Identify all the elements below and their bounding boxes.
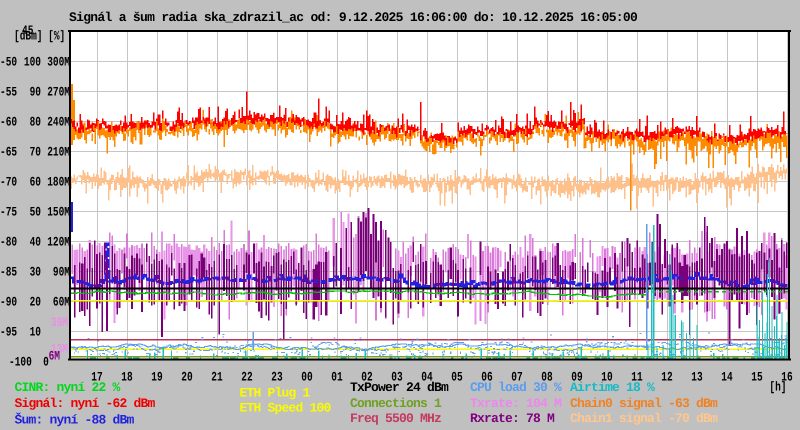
svg-text:[h]: [h]: [769, 380, 786, 395]
svg-text:23: 23: [271, 370, 283, 385]
svg-text:-80: -80: [0, 235, 17, 250]
svg-text:Chain1 signal -70 dBm: Chain1 signal -70 dBm: [570, 411, 718, 426]
svg-text:90: 90: [30, 85, 42, 100]
svg-text:08: 08: [541, 370, 553, 385]
svg-text:CINR: nyní 22 %: CINR: nyní 22 %: [15, 380, 121, 395]
svg-text:21: 21: [211, 370, 223, 385]
svg-text:Freq 5500 MHz: Freq 5500 MHz: [350, 411, 441, 426]
svg-text:30: 30: [30, 265, 42, 280]
svg-text:-50: -50: [0, 55, 17, 70]
svg-text:80: 80: [30, 115, 42, 130]
svg-text:12: 12: [661, 370, 673, 385]
svg-text:TxPower 24 dBm: TxPower 24 dBm: [350, 380, 449, 395]
svg-text:07: 07: [511, 370, 522, 385]
svg-text:Chain0 signal -63 dBm: Chain0 signal -63 dBm: [570, 396, 718, 411]
svg-text:Connections 1: Connections 1: [350, 396, 442, 411]
svg-text:Signál a šum radia ska_zdrazil: Signál a šum radia ska_zdrazil_ac od: 9.…: [69, 10, 638, 25]
svg-text:-100 0: -100 0: [9, 355, 49, 370]
svg-text:100: 100: [24, 55, 41, 70]
svg-text:03: 03: [391, 370, 403, 385]
svg-text:Rxrate: 78 M: Rxrate: 78 M: [470, 411, 555, 426]
svg-text:210M: 210M: [47, 145, 70, 160]
svg-text:240M: 240M: [47, 115, 70, 130]
svg-text:17: 17: [91, 370, 102, 385]
svg-text:20: 20: [30, 295, 42, 310]
svg-text:02: 02: [361, 370, 373, 385]
svg-text:150M: 150M: [47, 205, 70, 220]
svg-text:22: 22: [241, 370, 253, 385]
svg-text:Airtime 18 %: Airtime 18 %: [570, 380, 655, 395]
svg-text:19: 19: [151, 370, 163, 385]
svg-text:10: 10: [30, 325, 42, 340]
svg-text:-75: -75: [0, 205, 17, 220]
svg-text:50: 50: [30, 205, 42, 220]
svg-text:-65: -65: [0, 145, 17, 160]
svg-text:39M: 39M: [51, 315, 68, 330]
svg-text:270M: 270M: [47, 85, 70, 100]
svg-text:15: 15: [751, 370, 763, 385]
svg-text:ETH Speed 100: ETH Speed 100: [240, 401, 332, 416]
svg-text:14: 14: [721, 370, 733, 385]
svg-text:90M: 90M: [53, 265, 70, 280]
svg-text:13: 13: [691, 370, 703, 385]
svg-text:11: 11: [631, 370, 643, 385]
svg-text:6M: 6M: [49, 349, 61, 364]
svg-text:300M: 300M: [47, 55, 70, 70]
svg-text:-85: -85: [0, 265, 17, 280]
svg-text:06: 06: [481, 370, 493, 385]
svg-text:-70: -70: [0, 175, 17, 190]
svg-text:10: 10: [601, 370, 613, 385]
svg-text:Signál: nyní -62 dBm: Signál: nyní -62 dBm: [15, 396, 156, 411]
svg-text:Šum: nyní -88 dBm: Šum: nyní -88 dBm: [15, 412, 135, 427]
svg-text:09: 09: [571, 370, 583, 385]
svg-text:70: 70: [30, 145, 42, 160]
svg-text:18: 18: [121, 370, 133, 385]
svg-text:-55: -55: [0, 85, 17, 100]
svg-text:00: 00: [301, 370, 313, 385]
svg-text:01: 01: [331, 370, 343, 385]
svg-text:60: 60: [30, 175, 42, 190]
svg-text:05: 05: [451, 370, 463, 385]
svg-text:45: 45: [22, 23, 34, 38]
svg-text:120M: 120M: [47, 235, 70, 250]
svg-text:13M: 13M: [51, 342, 68, 357]
svg-text:20: 20: [181, 370, 193, 385]
svg-text:ETH Plug 1: ETH Plug 1: [240, 386, 311, 401]
svg-text:16: 16: [781, 370, 793, 385]
svg-text:[dBm] [%]: [dBm] [%]: [14, 29, 65, 44]
svg-text:04: 04: [421, 370, 433, 385]
svg-text:-95: -95: [0, 325, 17, 340]
svg-text:-90: -90: [0, 295, 17, 310]
svg-text:60M: 60M: [53, 295, 70, 310]
svg-text:40: 40: [30, 235, 42, 250]
svg-text:Txrate: 104 M: Txrate: 104 M: [470, 396, 562, 411]
svg-text:180M: 180M: [47, 175, 70, 190]
svg-text:CPU load 30 %: CPU load 30 %: [470, 380, 562, 395]
svg-text:-60: -60: [0, 115, 17, 130]
